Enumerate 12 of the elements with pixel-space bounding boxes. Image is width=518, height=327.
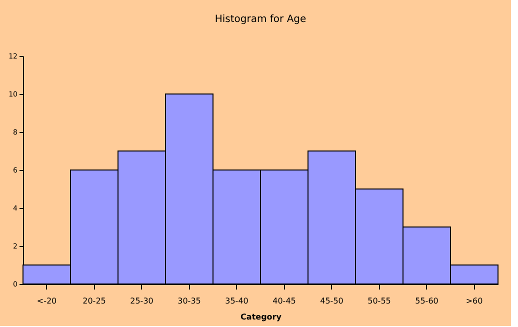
x-tick-label: >60 [466,296,483,306]
x-tick-label: 20-25 [82,296,106,306]
x-tick-label: 30-35 [178,296,201,306]
x-tick-label: 50-55 [368,296,391,306]
x-tick-label: <-20 [36,296,57,306]
x-tick-label: 25-30 [130,296,154,306]
x-tick-label: 40-45 [272,296,296,306]
x-axis-title: Category [240,312,282,322]
x-tick-label: 45-50 [320,296,344,306]
x-tick-label: 55-60 [415,296,438,306]
x-tick-label: 35-40 [225,296,248,306]
chart-title: Histogram for Age [214,14,306,25]
